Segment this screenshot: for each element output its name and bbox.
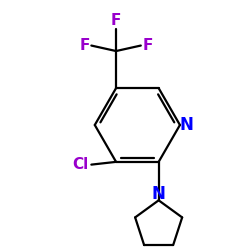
Text: F: F (142, 38, 153, 53)
Text: N: N (152, 185, 166, 203)
Text: Cl: Cl (72, 157, 88, 172)
Text: N: N (179, 116, 193, 134)
Text: F: F (111, 13, 121, 28)
Text: F: F (79, 38, 90, 53)
